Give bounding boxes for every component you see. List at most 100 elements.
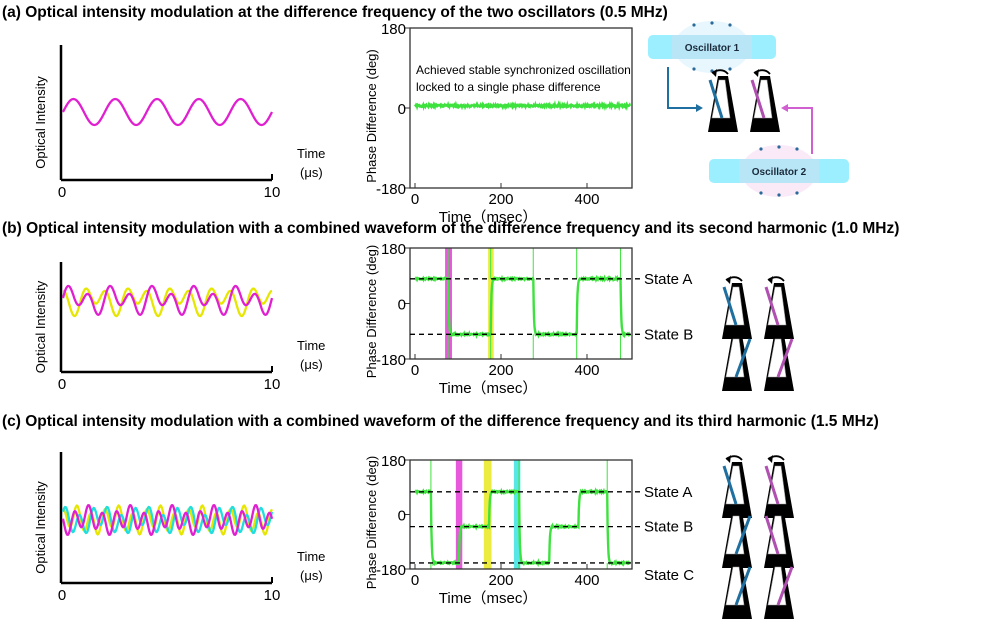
x-tick-label: 0 — [411, 362, 419, 379]
metronome-icon — [764, 556, 794, 619]
y-axis-label: Optical Intensity — [33, 481, 48, 574]
y-tick-label: 0 — [398, 508, 406, 525]
y-axis-label: Optical Intensity — [33, 76, 48, 169]
arrow-head — [741, 328, 746, 336]
vibration-mark — [710, 21, 714, 25]
metronome-pendulum — [708, 79, 724, 119]
metronome-face — [767, 515, 787, 555]
vibration-mark — [777, 193, 781, 197]
arrow-head — [781, 104, 788, 112]
arrow-head — [783, 556, 788, 564]
arrow-head — [783, 328, 788, 336]
y-tick-label: -180 — [376, 352, 406, 369]
y-tick-label: 0 — [398, 297, 406, 314]
x-axis-label: Time — [297, 338, 325, 353]
metronome-icon — [722, 505, 752, 568]
oscillator-core — [672, 35, 752, 59]
y-tick-label: 180 — [381, 241, 406, 258]
oscillator-2-label: Oscillator 2 — [752, 167, 807, 178]
arrow-head — [768, 276, 773, 284]
x-tick-label: 0 — [411, 572, 419, 589]
panel-a-title: (a) Optical intensity modulation at the … — [2, 4, 668, 21]
metronome-icon — [764, 455, 794, 518]
x-axis-label: Time — [297, 146, 325, 161]
vibration-mark — [777, 145, 781, 149]
arrow-head — [726, 276, 731, 284]
y-tick-label: -180 — [376, 181, 406, 198]
x-tick-label: 400 — [574, 572, 599, 589]
metronome-pendulum — [722, 465, 738, 505]
metronome-icon — [722, 556, 752, 619]
arrow-head — [712, 69, 717, 77]
x-tick-label: 10 — [264, 184, 281, 201]
metronome-pendulum — [776, 338, 794, 378]
oscillator-1: Oscillator 1 — [648, 21, 776, 73]
metronome-pendulum — [722, 286, 738, 326]
metronome-icon — [722, 455, 752, 518]
state-label: State C — [644, 567, 694, 584]
y-tick-label: 180 — [381, 21, 406, 38]
metronome-icon — [764, 505, 794, 568]
x-axis-label: Time — [297, 549, 325, 564]
oscillator-1-label: Oscillator 1 — [685, 43, 740, 54]
x-axis-unit: (μs) — [300, 357, 323, 372]
arrow-head — [768, 505, 773, 513]
metronome-icon — [708, 69, 738, 132]
intensity-chart-b: 0 10 Optical Intensity Time (μs) — [33, 262, 325, 393]
phase-chart-b: State A State B 180 0 -180 0 200 400 Time（msec） P… — [364, 241, 693, 397]
arrow-head — [741, 556, 746, 564]
annotation-text: Achieved stable synchronized oscillation — [416, 63, 631, 77]
metronome-pendulum — [734, 515, 752, 555]
highlight-band-yellow — [483, 460, 492, 569]
metronome-icon — [722, 328, 752, 391]
x-axis-label: Time（msec） — [439, 209, 538, 226]
metronome-icon — [764, 328, 794, 391]
phase-trace — [414, 487, 631, 568]
x-axis-label: Time（msec） — [439, 380, 538, 397]
oscillator-diagram: Oscillator 1 Oscillator 2 — [648, 21, 849, 197]
y-tick-label: 180 — [381, 453, 406, 470]
highlight-band-magenta — [455, 460, 463, 569]
y-axis-label: Optical Intensity — [33, 280, 48, 373]
coupling-arrow-blue — [667, 67, 698, 109]
phase-trace — [414, 100, 632, 112]
plot-frame — [409, 247, 633, 360]
waveform-yellow — [62, 287, 273, 318]
metronome-face — [753, 79, 773, 119]
vibration-mark — [759, 191, 763, 195]
arrow-head — [768, 455, 773, 463]
y-axis-label: Phase Difference (deg) — [364, 49, 379, 182]
intensity-chart-a: 0 10 Optical Intensity Time (μs) — [33, 45, 325, 201]
x-tick-label: 10 — [264, 376, 281, 393]
x-tick-label: 200 — [488, 362, 513, 379]
x-tick-label: 10 — [264, 587, 281, 604]
vibration-mark — [759, 147, 763, 151]
x-axis-unit: (μs) — [300, 165, 323, 180]
x-tick-label: 200 — [488, 572, 513, 589]
x-axis-label: Time（msec） — [439, 590, 538, 607]
metronome-icon — [722, 276, 752, 339]
metronome-pendulum — [750, 79, 766, 119]
state-label: State A — [644, 271, 692, 288]
vibration-mark — [795, 191, 799, 195]
y-tick-label: -180 — [376, 562, 406, 579]
vibration-mark — [692, 23, 696, 27]
x-tick-label: 400 — [574, 362, 599, 379]
metronome-pendulum — [734, 566, 752, 606]
metronome-face — [725, 465, 745, 505]
vibration-mark — [692, 67, 696, 71]
oscillator-2: Oscillator 2 — [709, 145, 849, 197]
waveform-magenta — [61, 503, 274, 537]
coupling-arrow-pink — [786, 107, 813, 154]
state-label: State B — [644, 326, 693, 343]
waveform-magenta — [61, 284, 274, 316]
metronome-pendulum — [734, 338, 752, 378]
metronome-face — [725, 286, 745, 326]
x-tick-label: 0 — [58, 184, 66, 201]
vibration-mark — [728, 67, 732, 71]
x-tick-label: 0 — [58, 587, 66, 604]
x-tick-label: 0 — [411, 191, 419, 208]
state-label: State B — [644, 519, 693, 536]
annotation-text: locked to a single phase difference — [416, 80, 601, 94]
